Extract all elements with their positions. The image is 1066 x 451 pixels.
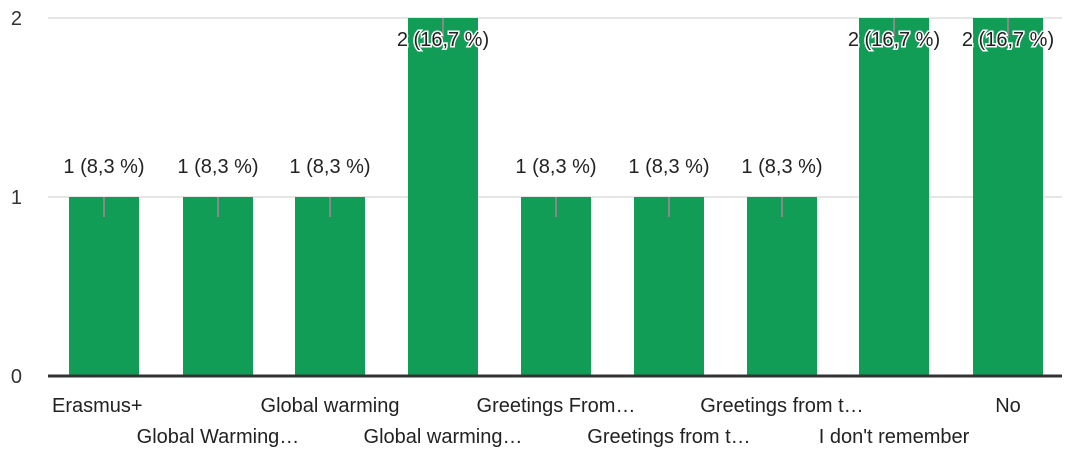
y-tick-label: 2 (11, 8, 22, 30)
x-category-label: Global Warming… (137, 426, 300, 448)
data-labels: 1 (8,3 %) 1 (8,3 %) 1 (8,3 %) 2 (16,7 %) 1 (… (63, 28, 1055, 179)
x-category-label: Greetings from t… (587, 426, 750, 448)
bar (973, 18, 1043, 376)
bar (69, 197, 139, 376)
x-category-label: Global warming (261, 395, 400, 417)
data-label: 1 (8,3 %) (515, 156, 596, 178)
y-tick-label: 1 (11, 187, 22, 209)
data-label: 2 (16,7 %) (848, 29, 940, 51)
x-category-label: I don't remember (819, 426, 970, 448)
data-label: 2 (16,7 %) (962, 29, 1054, 51)
x-axis-labels: Erasmus+ Global Warming… Global warming Glo… (52, 395, 1021, 448)
bar (521, 197, 591, 376)
x-category-label: Greetings from t… (700, 395, 863, 417)
data-label: 2 (16,7 %) (397, 29, 489, 51)
data-label: 1 (8,3 %) (741, 156, 822, 178)
bar (747, 197, 817, 376)
bar (634, 197, 704, 376)
x-category-label: Erasmus+ (52, 395, 143, 417)
x-category-label: Greetings From… (477, 395, 636, 417)
data-label: 1 (8,3 %) (177, 156, 258, 178)
y-axis-ticks: 0 1 2 (11, 8, 22, 388)
data-label: 1 (8,3 %) (63, 156, 144, 178)
bar (859, 18, 929, 376)
bar (408, 18, 478, 376)
bar (183, 197, 253, 376)
leader-lines (103, 18, 1009, 217)
y-tick-label: 0 (11, 366, 22, 388)
bars (69, 18, 1043, 376)
data-label: 1 (8,3 %) (289, 156, 370, 178)
bar (295, 197, 365, 376)
x-category-label: Global warming… (364, 426, 523, 448)
data-label: 1 (8,3 %) (628, 156, 709, 178)
x-category-label: No (995, 395, 1021, 417)
